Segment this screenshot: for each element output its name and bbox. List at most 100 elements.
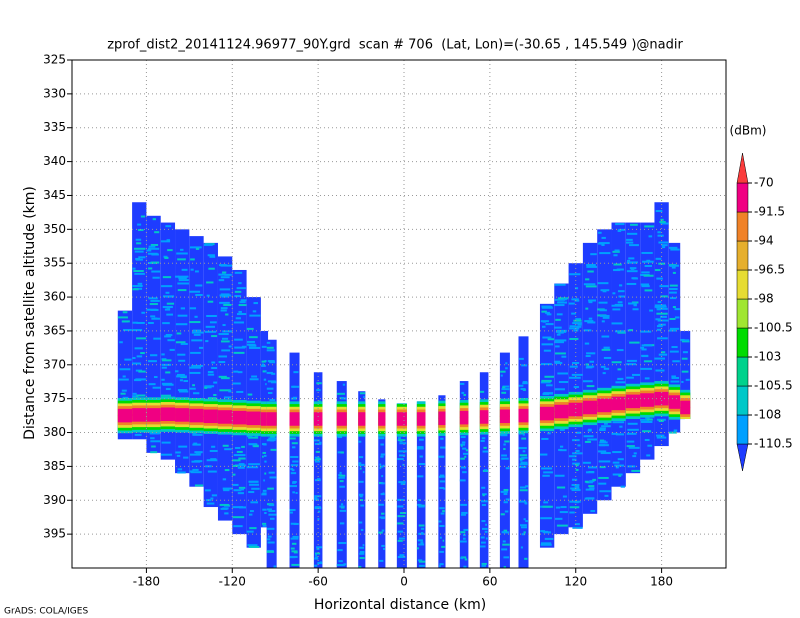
speckle bbox=[656, 436, 667, 439]
speckle bbox=[669, 297, 677, 300]
speckle bbox=[611, 322, 623, 325]
speckle bbox=[540, 363, 552, 366]
speckle bbox=[379, 463, 382, 466]
speckle bbox=[682, 351, 688, 354]
speckle bbox=[587, 321, 596, 324]
speckle bbox=[176, 454, 181, 457]
speckle bbox=[167, 339, 175, 342]
speckle bbox=[573, 386, 579, 389]
speckle bbox=[520, 546, 523, 549]
speckle bbox=[521, 364, 528, 367]
speckle bbox=[378, 437, 385, 440]
speckle bbox=[545, 323, 554, 326]
speckle bbox=[420, 527, 425, 530]
speckle bbox=[339, 522, 345, 525]
speckle bbox=[291, 442, 298, 445]
speckle bbox=[625, 241, 634, 244]
speckle bbox=[601, 236, 606, 239]
speckle bbox=[263, 378, 267, 381]
speckle bbox=[439, 475, 445, 478]
speckle bbox=[629, 244, 639, 247]
speckle bbox=[615, 223, 625, 226]
speckle bbox=[599, 444, 609, 447]
speckle bbox=[599, 429, 606, 432]
speckle bbox=[166, 239, 171, 242]
speckle bbox=[175, 370, 179, 373]
speckle bbox=[148, 321, 154, 324]
speckle bbox=[576, 325, 582, 328]
speckle bbox=[206, 281, 214, 284]
speckle bbox=[234, 295, 242, 298]
speckle bbox=[418, 543, 425, 546]
speckle bbox=[132, 395, 139, 398]
speckle bbox=[571, 484, 580, 487]
speckle bbox=[194, 315, 198, 318]
speckle bbox=[136, 355, 143, 358]
speckle bbox=[657, 300, 662, 303]
speckle bbox=[179, 379, 183, 382]
speckle bbox=[574, 485, 580, 488]
speckle bbox=[262, 508, 268, 511]
speckle bbox=[648, 235, 653, 238]
speckle bbox=[503, 443, 506, 446]
speckle bbox=[582, 380, 593, 383]
speckle bbox=[598, 242, 610, 245]
speckle bbox=[232, 473, 236, 476]
speckle bbox=[178, 279, 189, 282]
speckle bbox=[616, 268, 624, 271]
speckle bbox=[518, 432, 525, 435]
speckle bbox=[656, 418, 666, 421]
speckle bbox=[290, 537, 299, 540]
speckle bbox=[176, 375, 187, 378]
speckle bbox=[500, 370, 506, 373]
speckle bbox=[464, 558, 468, 561]
column bbox=[175, 229, 190, 474]
speckle bbox=[658, 353, 668, 356]
speckle bbox=[224, 469, 230, 472]
speckle bbox=[617, 458, 624, 461]
speckle bbox=[313, 439, 320, 442]
speckle bbox=[218, 279, 225, 282]
speckle bbox=[119, 341, 123, 344]
speckle bbox=[195, 293, 203, 296]
speckle bbox=[250, 501, 259, 504]
speckle bbox=[291, 550, 298, 553]
speckle bbox=[382, 464, 385, 467]
speckle bbox=[132, 288, 139, 291]
speckle bbox=[462, 447, 467, 450]
speckle bbox=[568, 455, 577, 458]
speckle bbox=[459, 479, 466, 482]
speckle bbox=[555, 345, 560, 348]
speckle bbox=[555, 318, 561, 321]
speckle bbox=[572, 478, 578, 481]
speckle bbox=[547, 338, 555, 341]
speckle bbox=[337, 436, 343, 439]
speckle bbox=[504, 440, 510, 443]
speckle bbox=[219, 503, 230, 506]
speckle bbox=[263, 479, 265, 482]
speckle bbox=[644, 264, 653, 267]
speckle bbox=[523, 531, 526, 534]
colorbar-label: (dBm) bbox=[730, 124, 767, 138]
speckle bbox=[233, 464, 239, 467]
speckle bbox=[541, 305, 552, 308]
speckle bbox=[627, 422, 638, 425]
speckle bbox=[601, 425, 611, 428]
speckle bbox=[136, 337, 147, 340]
speckle bbox=[264, 460, 267, 463]
speckle bbox=[237, 466, 245, 469]
speckle bbox=[228, 345, 232, 348]
speckle bbox=[339, 505, 345, 508]
column bbox=[396, 403, 407, 568]
speckle bbox=[588, 301, 593, 304]
speckle bbox=[149, 303, 158, 306]
speckle bbox=[165, 333, 173, 336]
speckle bbox=[418, 524, 425, 527]
speckle bbox=[569, 365, 578, 368]
speckle bbox=[661, 351, 666, 354]
speckle bbox=[290, 464, 299, 467]
column bbox=[313, 372, 323, 568]
speckle bbox=[253, 302, 258, 305]
speckle bbox=[161, 285, 173, 288]
speckle bbox=[339, 474, 346, 477]
